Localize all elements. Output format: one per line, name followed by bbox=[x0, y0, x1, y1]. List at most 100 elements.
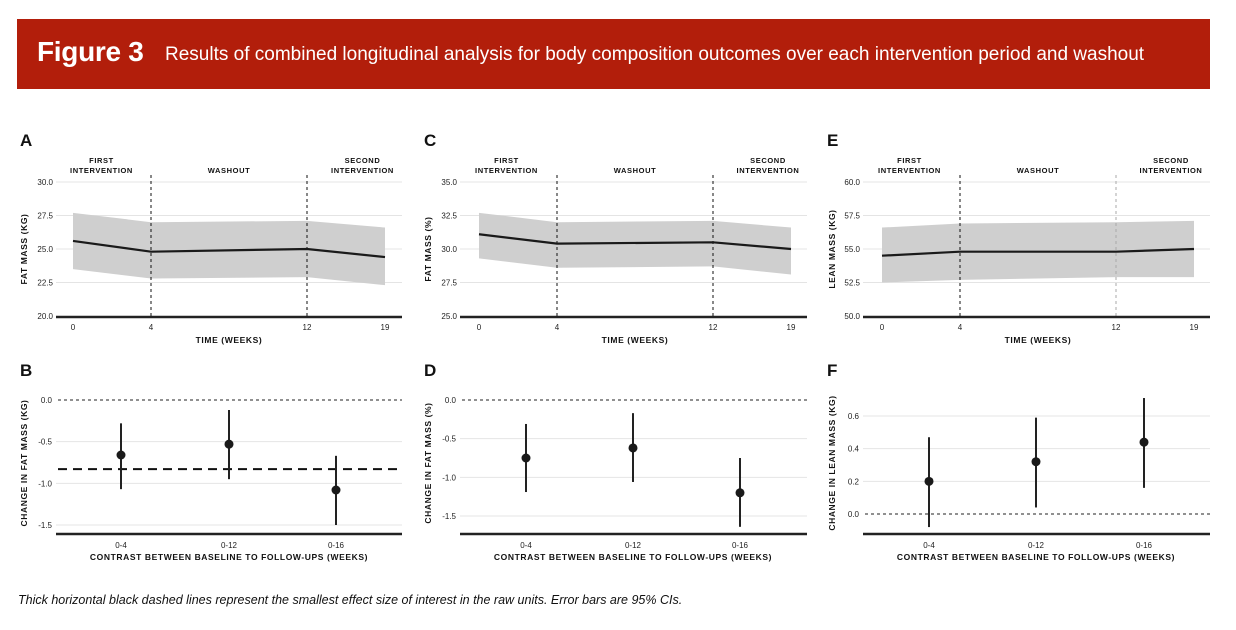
estimate-line bbox=[72, 239, 386, 259]
y-tick-label: 0.6 bbox=[848, 412, 860, 421]
x-tick-label: 0-4 bbox=[520, 541, 532, 550]
y-tick-label: -1.5 bbox=[38, 521, 52, 530]
phase-label: FIRST bbox=[897, 156, 922, 165]
estimate-point bbox=[924, 476, 934, 486]
x-tick-label: 0-16 bbox=[1136, 541, 1153, 550]
y-tick-label: 27.5 bbox=[441, 279, 457, 288]
y-tick-label: 25.0 bbox=[37, 245, 53, 254]
x-tick-label: 19 bbox=[787, 323, 796, 332]
y-tick-label: -1.0 bbox=[38, 479, 52, 488]
panel-a: A 20.0 22.5 25.0 27.5 30.0 0 4 12 19 TIME (WEEKS) F… bbox=[19, 131, 402, 345]
panel-letter: E bbox=[827, 131, 838, 150]
y-tick-label: -1.5 bbox=[442, 512, 456, 521]
phase-label: SECOND bbox=[750, 156, 786, 165]
phase-label: INTERVENTION bbox=[1140, 166, 1203, 175]
y-tick-label: 0.0 bbox=[848, 510, 860, 519]
phase-label: WASHOUT bbox=[1017, 166, 1060, 175]
y-tick-label: 0.0 bbox=[445, 396, 457, 405]
x-tick-label: 4 bbox=[555, 323, 560, 332]
x-tick-label: 0-4 bbox=[923, 541, 935, 550]
figure-caption: Thick horizontal black dashed lines repr… bbox=[18, 593, 683, 607]
phase-label: FIRST bbox=[494, 156, 519, 165]
y-axis-label: CHANGE IN FAT MASS (KG) bbox=[19, 400, 29, 527]
estimate-point bbox=[1139, 437, 1149, 447]
phase-label: WASHOUT bbox=[208, 166, 251, 175]
x-tick-label: 19 bbox=[1190, 323, 1199, 332]
estimate-point bbox=[735, 488, 745, 498]
panel-b: B -1.5 -1.0 -0.5 0.0 0-4 0-12 0-16 CONTRAST BETW… bbox=[19, 361, 402, 562]
panel-letter: D bbox=[424, 361, 436, 380]
x-tick-label: 19 bbox=[381, 323, 390, 332]
y-tick-label: 35.0 bbox=[441, 178, 457, 187]
estimate-line bbox=[478, 233, 792, 251]
x-tick-label: 0-16 bbox=[732, 541, 749, 550]
x-axis-label: CONTRAST BETWEEN BASELINE TO FOLLOW-UPS … bbox=[494, 552, 772, 562]
panel-e: E 50.0 52.5 55.0 57.5 60.0 0 4 12 19 TIME (WEEKS) L… bbox=[827, 131, 1210, 345]
panel-letter: A bbox=[20, 131, 32, 150]
phase-label: INTERVENTION bbox=[878, 166, 941, 175]
y-tick-label: 22.5 bbox=[37, 279, 53, 288]
x-axis-label: TIME (WEEKS) bbox=[196, 335, 263, 345]
estimate-point bbox=[224, 439, 234, 449]
estimate-point bbox=[1031, 457, 1041, 467]
y-tick-label: 57.5 bbox=[844, 212, 860, 221]
y-tick-label: 50.0 bbox=[844, 312, 860, 321]
panel-letter: F bbox=[827, 361, 837, 380]
x-tick-label: 4 bbox=[958, 323, 963, 332]
y-tick-label: -0.5 bbox=[442, 435, 456, 444]
y-tick-label: 30.0 bbox=[441, 245, 457, 254]
estimate-line bbox=[881, 247, 1195, 257]
x-tick-label: 0-12 bbox=[221, 541, 238, 550]
x-tick-label: 0-16 bbox=[328, 541, 345, 550]
y-tick-label: 0.2 bbox=[848, 477, 860, 486]
y-tick-label: 25.0 bbox=[441, 312, 457, 321]
y-tick-label: 30.0 bbox=[37, 178, 53, 187]
y-axis-label: FAT MASS (%) bbox=[423, 216, 433, 281]
figure-label: Figure 3 bbox=[37, 36, 144, 67]
estimate-point bbox=[116, 450, 126, 460]
phase-label: FIRST bbox=[89, 156, 114, 165]
y-axis-label: CHANGE IN LEAN MASS (KG) bbox=[827, 395, 837, 530]
y-axis-label: CHANGE IN FAT MASS (%) bbox=[423, 402, 433, 523]
y-tick-label: 0.0 bbox=[41, 396, 53, 405]
panel-d: D -1.5 -1.0 -0.5 0.0 0-4 0-12 0-16 CONTRAST BETW… bbox=[423, 361, 807, 562]
phase-label: SECOND bbox=[345, 156, 381, 165]
x-tick-label: 0 bbox=[71, 323, 76, 332]
phase-label: INTERVENTION bbox=[475, 166, 538, 175]
x-axis-label: TIME (WEEKS) bbox=[1005, 335, 1072, 345]
panel-f: F 0.0 0.2 0.4 0.6 0-4 0-12 0-16 CONTRAST BETWEEN… bbox=[827, 361, 1210, 562]
panel-letter: C bbox=[424, 131, 436, 150]
panel-letter: B bbox=[20, 361, 32, 380]
x-tick-label: 0-12 bbox=[625, 541, 642, 550]
phase-label: INTERVENTION bbox=[331, 166, 394, 175]
x-axis-label: CONTRAST BETWEEN BASELINE TO FOLLOW-UPS … bbox=[897, 552, 1175, 562]
estimate-point bbox=[331, 485, 341, 495]
y-tick-label: -0.5 bbox=[38, 438, 52, 447]
y-tick-label: 27.5 bbox=[37, 212, 53, 221]
phase-label: INTERVENTION bbox=[70, 166, 133, 175]
y-tick-label: 0.4 bbox=[848, 445, 860, 454]
phase-label: SECOND bbox=[1153, 156, 1189, 165]
x-axis-label: TIME (WEEKS) bbox=[602, 335, 669, 345]
x-tick-label: 0-12 bbox=[1028, 541, 1045, 550]
x-tick-label: 4 bbox=[149, 323, 154, 332]
x-tick-label: 0 bbox=[880, 323, 885, 332]
y-tick-label: 20.0 bbox=[37, 312, 53, 321]
y-axis-label: FAT MASS (KG) bbox=[19, 214, 29, 285]
ci-band bbox=[73, 212, 385, 286]
x-tick-label: 12 bbox=[303, 323, 312, 332]
x-tick-label: 0-4 bbox=[115, 541, 127, 550]
y-tick-label: -1.0 bbox=[442, 473, 456, 482]
y-tick-label: 32.5 bbox=[441, 212, 457, 221]
x-tick-label: 0 bbox=[477, 323, 482, 332]
estimate-point bbox=[628, 443, 638, 453]
estimate-point bbox=[521, 453, 531, 463]
y-tick-label: 60.0 bbox=[844, 178, 860, 187]
phase-label: INTERVENTION bbox=[737, 166, 800, 175]
figure-title: Results of combined longitudinal analysi… bbox=[165, 44, 1145, 65]
figure-header: Figure 3 Results of combined longitudina… bbox=[17, 19, 1210, 89]
x-tick-label: 12 bbox=[709, 323, 718, 332]
phase-label: WASHOUT bbox=[614, 166, 657, 175]
panel-c: C 25.0 27.5 30.0 32.5 35.0 0 4 12 19 TIME (WEEKS) F… bbox=[423, 131, 807, 345]
